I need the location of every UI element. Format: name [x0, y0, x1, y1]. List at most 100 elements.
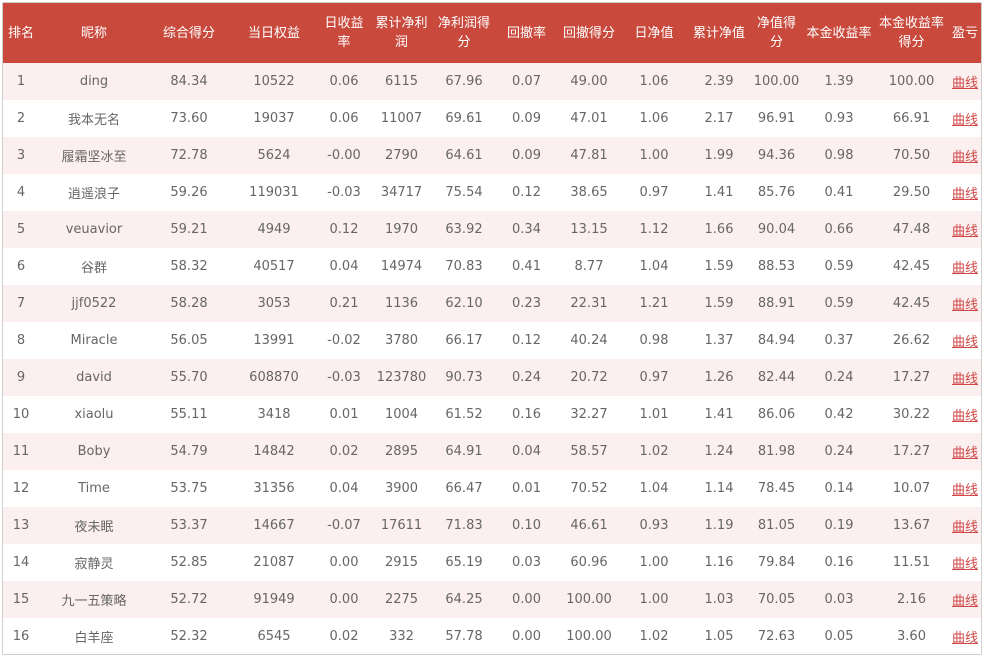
cell-daily-return: 0.00: [329, 592, 359, 607]
cell-pnl: 曲线: [949, 396, 981, 433]
cell-principal-return-score: 42.45: [892, 296, 931, 311]
cell-nickname: Time: [78, 481, 110, 496]
cell-nav-score: 86.06: [757, 407, 796, 422]
cell-principal-return: 0.98: [824, 148, 854, 163]
cell-nav-score: 79.84: [757, 555, 796, 570]
cell-daily-return: 0.12: [329, 222, 359, 237]
cell-daily-return: 0.06: [329, 111, 359, 126]
cell-daily-nav: 0.98: [639, 333, 669, 348]
cell-cum-net-profit: 14974: [380, 259, 423, 274]
cell-rank: 7: [16, 296, 26, 311]
cell-rank: 4: [16, 185, 26, 200]
curve-link[interactable]: 曲线: [951, 335, 978, 350]
cell-drawdown-score: 70.52: [570, 481, 608, 496]
cell-daily-equity: 40517: [253, 259, 295, 274]
cell-rank: 9: [16, 370, 26, 385]
cell-net-profit-score: 66.47: [445, 481, 483, 496]
cell-pnl: 曲线: [949, 174, 981, 211]
curve-link[interactable]: 曲线: [951, 409, 978, 424]
table-row: 2 我本无名 73.60 19037 0.06 11007 69.61 0.09 47.01 1.…: [3, 100, 981, 137]
cell-nav-score: 82.44: [757, 370, 796, 385]
curve-link[interactable]: 曲线: [951, 261, 978, 276]
cell-nickname: jjf0522: [71, 296, 117, 311]
table-row: 7 jjf0522 58.28 3053 0.21 1136 62.10 0.23 22.31 1…: [3, 285, 981, 322]
cell-daily-equity: 14842: [253, 444, 295, 459]
cell-nickname: xiaolu: [74, 407, 114, 422]
cell-net-profit-score: 71.83: [445, 518, 483, 533]
curve-link[interactable]: 曲线: [951, 113, 978, 128]
curve-link[interactable]: 曲线: [951, 446, 978, 461]
cell-drawdown: 0.07: [512, 74, 541, 89]
cell-net-profit-score: 69.61: [445, 111, 483, 126]
col-header-daily-return: 日收益率: [324, 16, 364, 50]
curve-link[interactable]: 曲线: [951, 187, 978, 202]
cell-nickname: david: [76, 370, 112, 385]
col-header-pnl: 盈亏: [951, 25, 978, 41]
cell-rank: 15: [12, 592, 30, 607]
cell-daily-nav: 1.01: [639, 407, 669, 422]
cell-nickname: 寂静灵: [74, 557, 114, 572]
cell-principal-return: 0.14: [824, 481, 854, 496]
cell-daily-equity: 6545: [257, 629, 291, 644]
cell-principal-return: 0.93: [824, 111, 854, 126]
cell-nav-score: 78.45: [757, 481, 796, 496]
col-header-daily-nav: 日净值: [634, 25, 674, 41]
col-header-rank: 排名: [7, 25, 34, 41]
col-header-drawdown: 回撤率: [506, 25, 546, 41]
cell-cum-net-profit: 1970: [384, 222, 419, 237]
cell-cum-nav: 1.24: [704, 444, 734, 459]
curve-link[interactable]: 曲线: [951, 483, 978, 498]
cell-daily-nav: 1.06: [639, 74, 669, 89]
curve-link[interactable]: 曲线: [951, 631, 978, 646]
cell-principal-return: 0.59: [824, 296, 854, 311]
cell-daily-nav: 0.93: [639, 518, 669, 533]
cell-pnl: 曲线: [949, 470, 981, 507]
cell-nav-score: 81.05: [757, 518, 796, 533]
cell-total-score: 73.60: [170, 111, 208, 126]
cell-cum-nav: 2.17: [704, 111, 734, 126]
cell-cum-nav: 1.26: [704, 370, 734, 385]
cell-daily-equity: 13991: [253, 333, 295, 348]
curve-link[interactable]: 曲线: [951, 372, 978, 387]
table-row: 14 寂静灵 52.85 21087 0.00 2915 65.19 0.03 60.96 1.0…: [3, 544, 981, 581]
cell-drawdown-score: 40.24: [570, 333, 608, 348]
cell-daily-return: 0.04: [329, 481, 359, 496]
cell-total-score: 55.11: [170, 407, 208, 422]
curve-link[interactable]: 曲线: [951, 224, 978, 239]
cell-daily-return: 0.21: [329, 296, 359, 311]
cell-drawdown: 0.24: [512, 370, 541, 385]
cell-total-score: 53.75: [170, 481, 208, 496]
cell-net-profit-score: 64.91: [445, 444, 483, 459]
curve-link[interactable]: 曲线: [951, 594, 978, 609]
cell-daily-return: 0.01: [329, 407, 359, 422]
cell-pnl: 曲线: [949, 433, 981, 470]
cell-rank: 10: [12, 407, 30, 422]
cell-nav-score: 85.76: [757, 185, 796, 200]
cell-total-score: 56.05: [170, 333, 208, 348]
curve-link[interactable]: 曲线: [951, 76, 978, 91]
cell-nickname: 白羊座: [74, 631, 114, 646]
cell-daily-nav: 1.00: [639, 148, 669, 163]
curve-link[interactable]: 曲线: [951, 520, 978, 535]
cell-drawdown-score: 49.00: [570, 74, 608, 89]
curve-link[interactable]: 曲线: [951, 150, 978, 165]
cell-nav-score: 90.04: [757, 222, 796, 237]
table-row: 5 veuavior 59.21 4949 0.12 1970 63.92 0.34 13.15…: [3, 211, 981, 248]
cell-drawdown: 0.12: [512, 333, 541, 348]
cell-principal-return: 0.41: [824, 185, 854, 200]
cell-cum-nav: 1.14: [704, 481, 734, 496]
cell-cum-nav: 1.59: [704, 259, 734, 274]
cell-rank: 14: [12, 555, 30, 570]
cell-principal-return: 0.03: [824, 592, 854, 607]
cell-pnl: 曲线: [949, 507, 981, 544]
cell-principal-return-score: 100.00: [888, 74, 935, 89]
cell-principal-return-score: 26.62: [892, 333, 931, 348]
curve-link[interactable]: 曲线: [951, 298, 978, 313]
cell-drawdown: 0.09: [512, 148, 541, 163]
cell-total-score: 52.72: [170, 592, 208, 607]
cell-cum-net-profit: 1136: [384, 296, 419, 311]
curve-link[interactable]: 曲线: [951, 557, 978, 572]
cell-drawdown-score: 13.15: [570, 222, 608, 237]
cell-net-profit-score: 64.25: [445, 592, 483, 607]
cell-daily-return: 0.02: [329, 629, 359, 644]
